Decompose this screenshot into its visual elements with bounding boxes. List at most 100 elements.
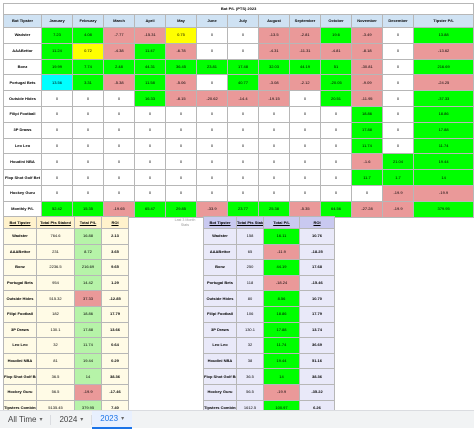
pl-cell[interactable]: -8.15 bbox=[165, 90, 197, 107]
pl-cell[interactable]: 0.72 bbox=[72, 42, 104, 60]
summary-tipster-name[interactable]: Portugal Bets bbox=[203, 274, 237, 292]
pl-cell[interactable]: 18.86 bbox=[412, 105, 474, 123]
pl-cell[interactable]: 0 bbox=[72, 105, 104, 123]
pl-cell[interactable]: 0 bbox=[382, 90, 414, 107]
pl-cell[interactable]: 0 bbox=[227, 169, 259, 186]
pl-cell[interactable]: -24.25 bbox=[412, 74, 474, 92]
pl-cell[interactable]: 0 bbox=[382, 27, 414, 44]
summary-roi-cell[interactable]: 51.16 bbox=[299, 352, 335, 370]
summary-pl-cell[interactable]: 16.88 bbox=[74, 228, 102, 245]
summary-staked-cell[interactable]: 182 bbox=[36, 305, 75, 323]
summary-staked-cell[interactable]: 106 bbox=[236, 305, 264, 323]
pl-cell[interactable]: 0 bbox=[289, 121, 321, 139]
summary-staked-cell[interactable]: 130.1 bbox=[36, 321, 75, 339]
pl-cell[interactable]: 0 bbox=[382, 58, 414, 76]
summary-tipster-name[interactable]: AAABettor bbox=[203, 243, 237, 261]
pl-cell[interactable]: -6.78 bbox=[165, 42, 197, 60]
pl-cell[interactable]: 0 bbox=[258, 184, 290, 202]
pl-cell[interactable]: -30.81 bbox=[351, 58, 383, 76]
pl-cell[interactable]: 19.99 bbox=[41, 58, 73, 76]
pl-cell[interactable]: 0 bbox=[165, 121, 197, 139]
pl-cell[interactable]: 0 bbox=[165, 169, 197, 186]
pl-cell[interactable]: 0 bbox=[320, 169, 352, 186]
summary-roi-cell[interactable]: 17.68 bbox=[299, 259, 335, 276]
monthly-pl-cell[interactable]: 15.35 bbox=[72, 200, 104, 218]
pl-cell[interactable]: -14.4 bbox=[227, 90, 259, 107]
pl-cell[interactable]: 23.81 bbox=[196, 58, 228, 76]
summary-tipster-name[interactable]: Leo Leo bbox=[203, 337, 237, 354]
spreadsheet-grid[interactable]: Bot P/L (PTS) 2023 Bot Tipster January Febr… bbox=[0, 0, 474, 417]
pl-cell[interactable]: 0 bbox=[103, 184, 135, 202]
monthly-pl-cell[interactable]: -33.9 bbox=[196, 200, 228, 218]
pl-cell[interactable]: 44.31 bbox=[134, 58, 166, 76]
summary-pl-cell[interactable]: 8.72 bbox=[74, 243, 102, 261]
summary-roi-cell[interactable]: -17.46 bbox=[101, 383, 129, 401]
pl-cell[interactable]: 19.44 bbox=[412, 153, 474, 171]
pl-cell[interactable]: -20.05 bbox=[320, 74, 352, 92]
pl-cell[interactable]: 0 bbox=[320, 105, 352, 123]
pl-cell[interactable]: 0 bbox=[165, 105, 197, 123]
pl-cell[interactable]: 216.69 bbox=[412, 58, 474, 76]
pl-cell[interactable]: -13.62 bbox=[412, 42, 474, 60]
pl-cell[interactable]: 0 bbox=[382, 121, 414, 139]
tipster-name[interactable]: Portugal Bets bbox=[3, 74, 42, 92]
summary-staked-cell[interactable]: 81 bbox=[36, 352, 75, 370]
summary-pl-cell[interactable]: 19.44 bbox=[74, 352, 102, 370]
pl-cell[interactable]: 0 bbox=[258, 137, 290, 155]
tipster-name[interactable]: Leo Leo bbox=[3, 137, 42, 155]
pl-cell[interactable]: 11.47 bbox=[134, 42, 166, 60]
pl-cell[interactable]: 0 bbox=[72, 121, 104, 139]
pl-cell[interactable]: -1.6 bbox=[351, 153, 383, 171]
pl-cell[interactable]: 0 bbox=[196, 153, 228, 171]
summary-pl-cell[interactable]: 216.69 bbox=[74, 259, 102, 276]
pl-cell[interactable]: 0 bbox=[227, 27, 259, 44]
summary-pl-cell[interactable]: -11.9 bbox=[263, 243, 300, 261]
monthly-pl-cell[interactable]: 25.38 bbox=[258, 200, 290, 218]
pl-cell[interactable]: 0 bbox=[41, 153, 73, 171]
pl-cell[interactable]: 0 bbox=[258, 121, 290, 139]
summary-roi-cell[interactable]: 0.29 bbox=[101, 352, 129, 370]
summary-tipster-name[interactable]: Filipi Football bbox=[203, 305, 237, 323]
pl-cell[interactable]: 0 bbox=[382, 42, 414, 60]
pl-cell[interactable]: 0 bbox=[196, 105, 228, 123]
pl-cell[interactable]: 4.08 bbox=[72, 27, 104, 44]
pl-cell[interactable]: 0 bbox=[134, 184, 166, 202]
pl-cell[interactable]: 3.31 bbox=[72, 74, 104, 92]
pl-cell[interactable]: 1.7 bbox=[382, 169, 414, 186]
summary-staked-cell[interactable]: 36.5 bbox=[236, 368, 264, 385]
pl-cell[interactable]: -11.31 bbox=[289, 42, 321, 60]
summary-tipster-name[interactable]: Outside Hides bbox=[203, 290, 237, 307]
summary-tipster-name[interactable]: Flop Shot Golf Bet bbox=[203, 368, 237, 385]
pl-cell[interactable]: 0 bbox=[320, 137, 352, 155]
summary-roi-cell[interactable]: 1.29 bbox=[101, 274, 129, 292]
pl-cell[interactable]: -4.31 bbox=[258, 42, 290, 60]
chevron-down-icon[interactable]: ▾ bbox=[121, 416, 125, 422]
summary-roi-cell[interactable]: 10.76 bbox=[299, 228, 335, 245]
summary-staked-cell[interactable]: 250 bbox=[236, 259, 264, 276]
summary-roi-cell[interactable]: -12.85 bbox=[101, 290, 129, 307]
pl-cell[interactable]: -3.49 bbox=[351, 27, 383, 44]
pl-cell[interactable]: 0 bbox=[196, 42, 228, 60]
pl-cell[interactable]: 13.88 bbox=[412, 27, 474, 44]
summary-roi-cell[interactable]: 17.79 bbox=[101, 305, 129, 323]
pl-cell[interactable]: 0 bbox=[165, 184, 197, 202]
pl-cell[interactable]: 0 bbox=[134, 137, 166, 155]
pl-cell[interactable]: 0 bbox=[289, 184, 321, 202]
pl-cell[interactable]: 32.03 bbox=[258, 58, 290, 76]
pl-cell[interactable]: 0 bbox=[289, 137, 321, 155]
pl-cell[interactable]: 0 bbox=[382, 105, 414, 123]
pl-cell[interactable]: 0 bbox=[134, 153, 166, 171]
pl-cell[interactable]: 0 bbox=[165, 137, 197, 155]
summary-roi-cell[interactable]: 0.64 bbox=[101, 337, 129, 354]
pl-cell[interactable]: 0 bbox=[227, 105, 259, 123]
pl-cell[interactable]: 0 bbox=[258, 153, 290, 171]
pl-cell[interactable]: 0 bbox=[72, 184, 104, 202]
summary-tipster-name[interactable]: Wadster bbox=[203, 228, 237, 245]
summary-roi-cell[interactable]: 2.13 bbox=[101, 228, 129, 245]
summary-pl-cell[interactable]: 19.44 bbox=[263, 352, 300, 370]
summary-roi-cell[interactable]: 36.69 bbox=[299, 337, 335, 354]
pl-cell[interactable]: 0.75 bbox=[165, 27, 197, 44]
tipster-name[interactable]: Outside Hides bbox=[3, 90, 42, 107]
pl-cell[interactable]: 0 bbox=[103, 137, 135, 155]
pl-cell[interactable]: 0 bbox=[41, 184, 73, 202]
